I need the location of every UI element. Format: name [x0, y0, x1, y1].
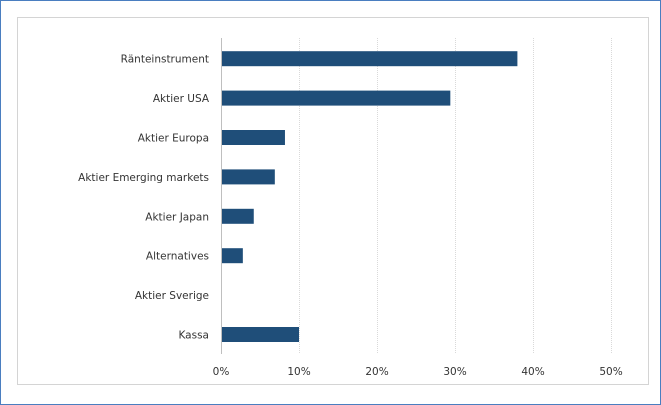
- x-tick-label: 10%: [287, 366, 310, 378]
- bar: [222, 208, 254, 224]
- bars: [222, 51, 518, 342]
- x-tick-label: 0%: [213, 366, 230, 378]
- category-label: Ränteinstrument: [121, 54, 209, 66]
- bar: [222, 327, 299, 342]
- category-label: Aktier Sverige: [135, 290, 209, 302]
- x-tick-label: 30%: [443, 366, 466, 378]
- bar: [222, 51, 518, 67]
- x-tick-labels: 0% 10% 20% 30% 40% 50%: [213, 366, 623, 378]
- bar: [222, 130, 285, 145]
- chart-area: [17, 17, 649, 385]
- category-label: Kassa: [178, 330, 209, 342]
- bar: [222, 169, 275, 185]
- x-tick-label: 50%: [599, 366, 622, 378]
- category-label: Aktier USA: [153, 93, 210, 105]
- x-tick-label: 40%: [521, 366, 544, 378]
- gridlines: [221, 38, 612, 354]
- category-label: Aktier Emerging markets: [78, 172, 209, 184]
- x-tick-label: 20%: [365, 366, 388, 378]
- category-label: Aktier Europa: [138, 133, 209, 145]
- bar: [222, 248, 243, 264]
- category-labels: Ränteinstrument Aktier USA Aktier Europa Ak…: [78, 54, 210, 342]
- category-label: Aktier Japan: [145, 211, 209, 223]
- category-label: Alternatives: [146, 251, 209, 263]
- bar: [222, 90, 451, 106]
